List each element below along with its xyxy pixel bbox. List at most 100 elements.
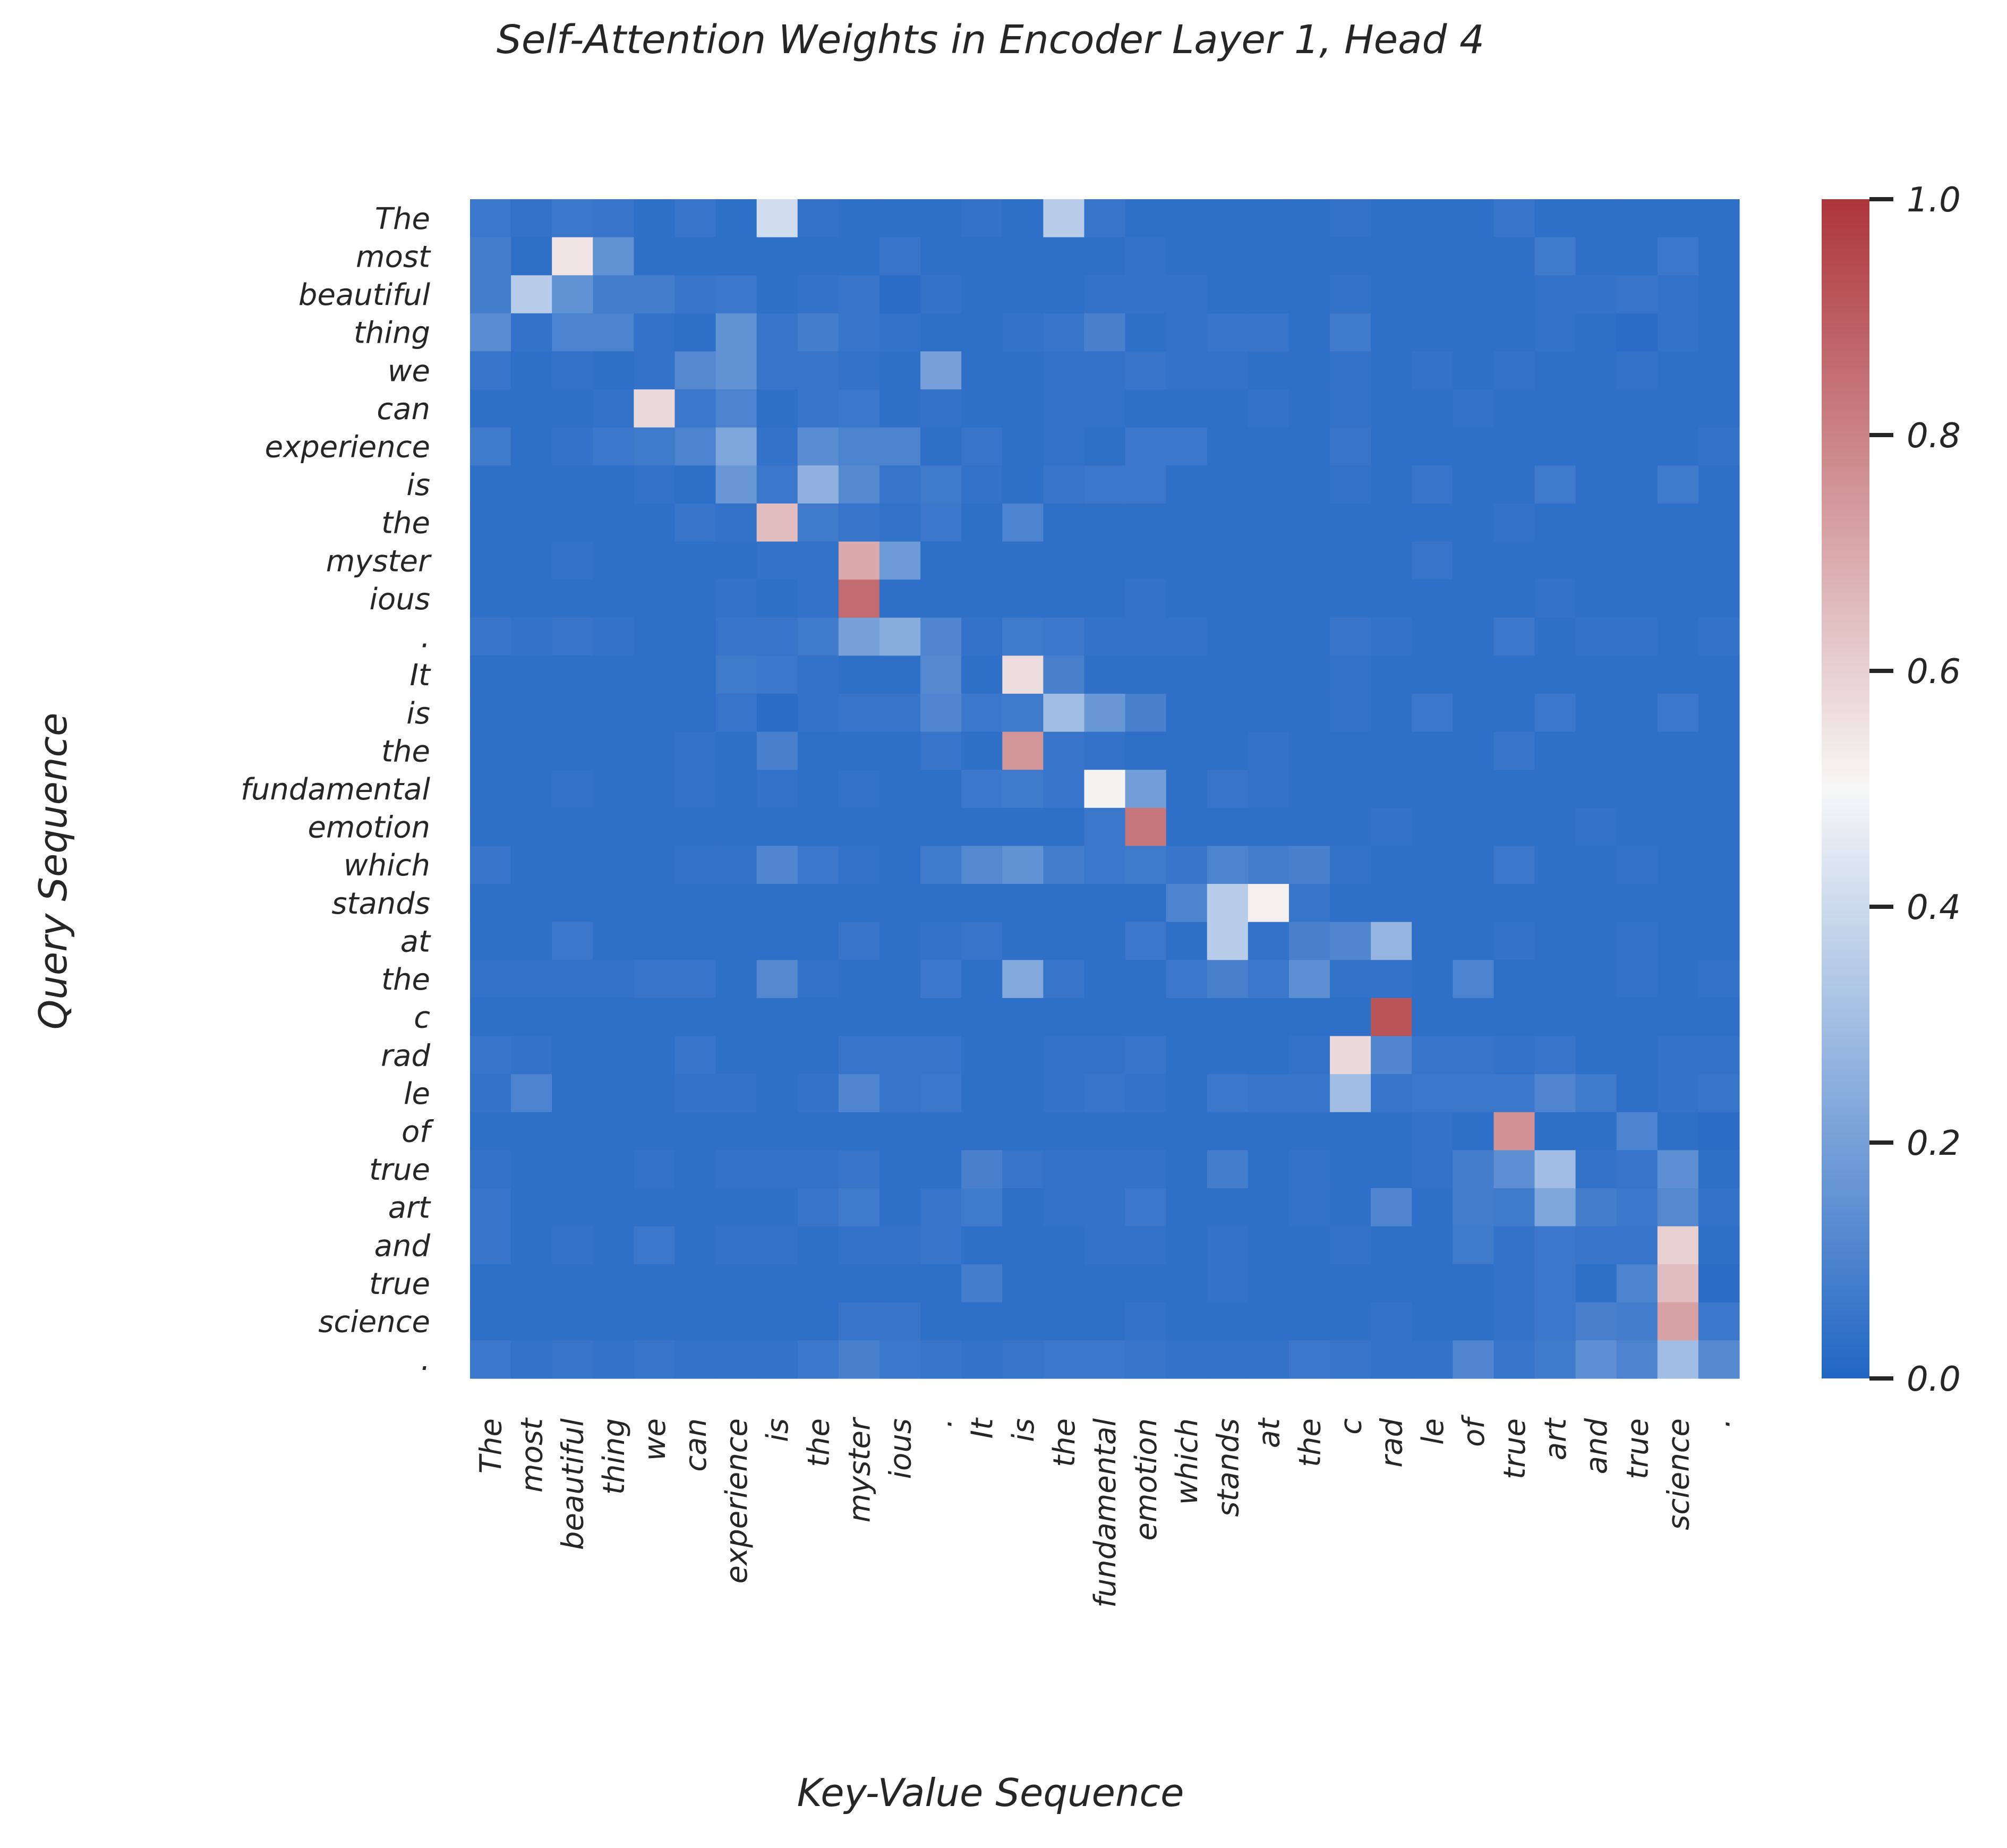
heatmap-cell: [961, 1150, 1003, 1189]
heatmap-cell: [1084, 313, 1126, 352]
heatmap-cell: [920, 1188, 962, 1227]
heatmap-cell: [1166, 807, 1208, 847]
heatmap-cell: [1371, 503, 1412, 542]
heatmap-cell: [470, 1036, 511, 1075]
heatmap-cell: [756, 465, 798, 504]
heatmap-cell: [1575, 1112, 1617, 1151]
heatmap-cell: [1043, 427, 1085, 466]
heatmap-cell: [879, 1340, 921, 1379]
heatmap-cell: [961, 807, 1003, 847]
heatmap-cell: [1166, 693, 1208, 733]
heatmap-cell: [1207, 503, 1249, 542]
heatmap-cell: [593, 960, 634, 999]
heatmap-cell: [715, 846, 757, 884]
heatmap-cell: [1616, 199, 1658, 238]
heatmap-cell: [511, 275, 552, 314]
heatmap-cell: [838, 1036, 880, 1075]
heatmap-cell: [511, 1302, 552, 1341]
heatmap-cell: [552, 275, 593, 314]
x-tick-label: .: [1702, 1418, 1737, 1428]
heatmap-cell: [511, 807, 552, 847]
heatmap-cell: [797, 351, 839, 390]
heatmap-cell: [1616, 237, 1658, 276]
heatmap-cell: [1371, 1340, 1412, 1379]
heatmap-cell: [1043, 693, 1085, 733]
heatmap-cell: [593, 1112, 634, 1151]
heatmap-cell: [797, 846, 839, 884]
heatmap-cell: [1371, 731, 1412, 770]
x-tick-label: It: [966, 1417, 1000, 1439]
heatmap-cell: [1453, 1036, 1494, 1075]
heatmap-cell: [511, 1150, 552, 1189]
heatmap-cell: [634, 617, 676, 656]
heatmap-cell: [756, 237, 798, 276]
heatmap-cell: [674, 655, 716, 694]
heatmap-cell: [1493, 1036, 1535, 1075]
heatmap-cell: [1575, 1150, 1617, 1189]
heatmap-cell: [879, 922, 921, 960]
heatmap-cell: [920, 199, 962, 238]
heatmap-cell: [1125, 1302, 1167, 1341]
heatmap-cell: [879, 389, 921, 428]
heatmap-cell: [1493, 1112, 1535, 1151]
heatmap-cell: [1248, 351, 1289, 390]
heatmap-cell: [961, 1226, 1003, 1265]
heatmap-cell: [1084, 351, 1126, 390]
heatmap-cell: [879, 503, 921, 542]
heatmap-cell: [470, 1226, 511, 1265]
heatmap-cell: [1043, 1074, 1085, 1113]
heatmap-cell: [511, 541, 552, 580]
heatmap-cell: [1657, 884, 1699, 923]
heatmap-cell: [1453, 465, 1494, 504]
heatmap-cell: [470, 693, 511, 733]
y-tick-label: stands: [331, 887, 430, 921]
heatmap-cell: [1043, 237, 1085, 276]
heatmap-cell: [674, 884, 716, 923]
heatmap-cell: [552, 580, 593, 618]
heatmap-cell: [1657, 313, 1699, 352]
heatmap-cell: [715, 503, 757, 542]
heatmap-cell: [715, 465, 757, 504]
heatmap-cell: [1657, 655, 1699, 694]
x-tick-label: true: [1498, 1418, 1532, 1479]
heatmap-cell: [1330, 693, 1371, 733]
heatmap-cell: [634, 731, 676, 770]
heatmap-cell: [1412, 655, 1453, 694]
colorbar: [1822, 199, 1869, 1378]
heatmap-cell: [1248, 1150, 1289, 1189]
heatmap-cell: [1002, 1188, 1044, 1227]
heatmap-cell: [1084, 199, 1126, 238]
heatmap-cell: [511, 922, 552, 960]
heatmap-cell: [1616, 960, 1658, 999]
heatmap-cell: [593, 1074, 634, 1113]
heatmap-cell: [1084, 1150, 1126, 1189]
heatmap-cell: [1412, 580, 1453, 618]
heatmap-cell: [470, 1112, 511, 1151]
y-tick-label: .: [421, 620, 430, 655]
heatmap-cell: [1412, 275, 1453, 314]
heatmap-cell: [1493, 389, 1535, 428]
heatmap-cell: [1698, 351, 1740, 390]
heatmap-cell: [920, 275, 962, 314]
heatmap-cell: [1248, 884, 1289, 923]
heatmap-cell: [756, 1150, 798, 1189]
heatmap-cell: [920, 998, 962, 1037]
heatmap-cell: [920, 580, 962, 618]
heatmap-cell: [511, 465, 552, 504]
heatmap-cell: [756, 846, 798, 884]
heatmap-cell: [1166, 580, 1208, 618]
heatmap-cell: [470, 1340, 511, 1379]
heatmap-cell: [1698, 237, 1740, 276]
heatmap-cell: [1288, 351, 1330, 390]
heatmap-cell: [1084, 655, 1126, 694]
heatmap-cell: [1043, 580, 1085, 618]
heatmap-cell: [1657, 846, 1699, 884]
heatmap-cell: [1534, 465, 1576, 504]
heatmap-cell: [1125, 1112, 1167, 1151]
heatmap-cell: [1288, 275, 1330, 314]
heatmap-cell: [674, 846, 716, 884]
heatmap-cell: [1575, 465, 1617, 504]
heatmap-cell: [1698, 503, 1740, 542]
x-tick-label: ious: [884, 1418, 918, 1479]
heatmap-cell: [552, 1264, 593, 1303]
